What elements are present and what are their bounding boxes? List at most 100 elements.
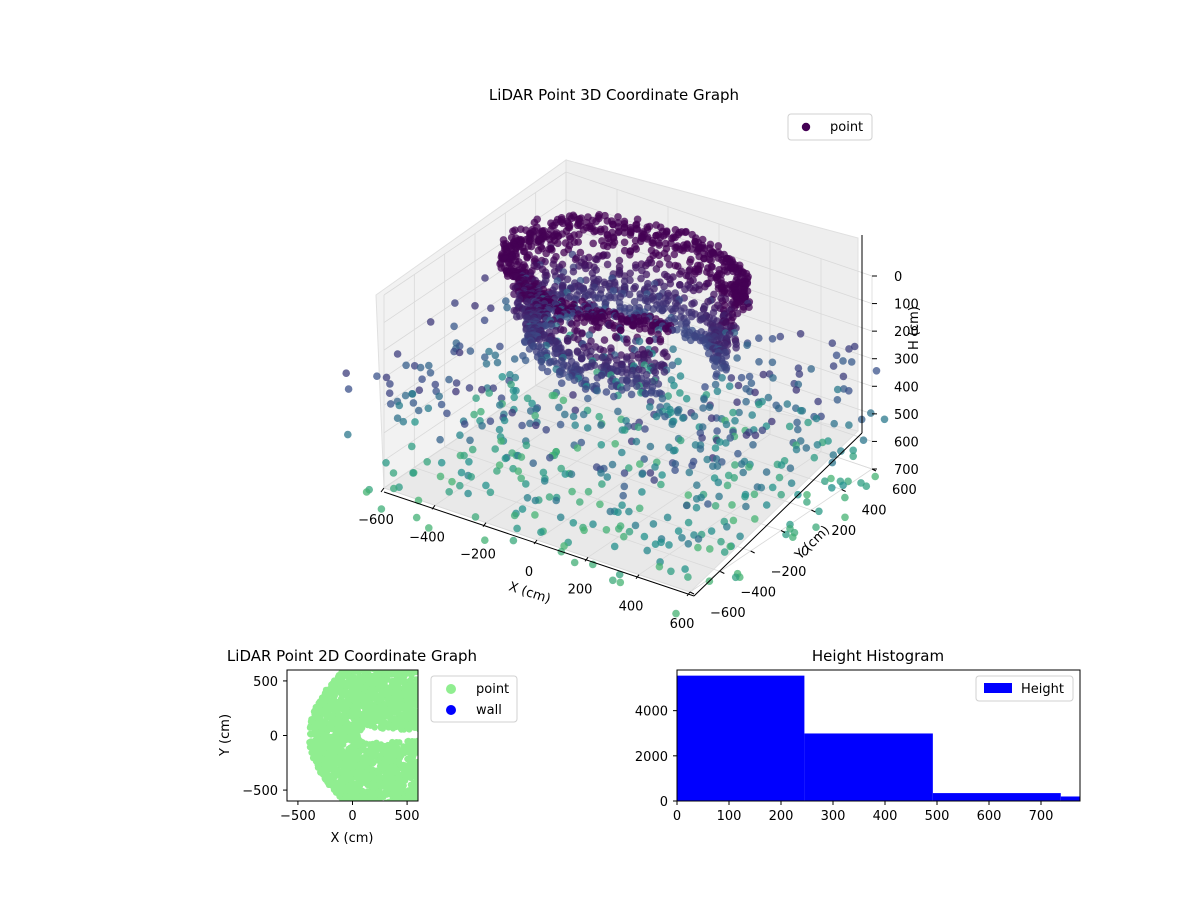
point-3d [485,389,494,397]
point-2d [400,745,408,753]
point-3d [487,304,495,313]
point-3d [828,458,837,467]
y-tick [811,509,816,513]
point-3d [671,460,680,468]
point-2d [330,697,337,704]
point-2d [387,700,394,708]
point-3d [602,526,611,534]
point-3d [545,358,554,367]
point-3d [589,239,597,248]
point-2d [418,689,424,695]
point-2d [405,693,412,700]
point-2d [321,775,328,782]
point-3d [674,357,682,366]
chart2d-legend-wall-label: wall [476,703,502,718]
point-2d [416,726,418,733]
point-3d [686,258,694,267]
point-3d [707,414,716,423]
point-3d [793,418,801,427]
point-3d [841,493,849,502]
point-2d [417,720,418,724]
point-3d [621,426,629,434]
point-3d [674,408,682,417]
point-3d [626,231,635,239]
point-3d [651,463,659,471]
grid-line [535,385,842,490]
point-2d [358,711,365,718]
point-3d [576,498,584,506]
point-3d [525,345,534,353]
point-2d [357,765,365,772]
point-2d [318,694,326,701]
point-3d [630,284,638,293]
point-3d [472,394,480,403]
y-tick-label: 0 [801,545,809,560]
point-3d [755,400,763,409]
point-3d [684,540,693,548]
point-3d [514,467,523,476]
point-3d [668,420,676,429]
point-3d [603,242,612,251]
point-3d [650,476,658,484]
point-3d [395,401,404,410]
point-3d [408,390,417,398]
point-2d [357,737,364,745]
point-3d [528,399,536,408]
point-3d [594,323,603,332]
point-3d [677,307,685,315]
point-2d [387,780,394,787]
point-2d [397,720,405,727]
point-3d [501,454,510,463]
chart3d-title: LiDAR Point 3D Coordinate Graph [489,86,739,104]
x-tick [686,591,691,597]
point-3d [723,481,732,490]
point-3d [606,507,615,516]
point-3d [597,227,605,236]
point-3d [620,246,629,255]
point-2d [376,762,384,770]
point-3d [412,513,421,522]
point-3d [577,438,586,447]
grid-line [565,171,873,277]
point-3d [711,380,720,389]
point-3d [681,285,689,294]
point-3d [810,453,819,462]
point-3d [620,238,629,247]
point-3d [436,472,445,481]
point-3d [614,407,622,416]
point-3d [445,488,454,496]
point-3d [847,358,856,366]
point-2d [362,682,370,690]
point-3d [612,334,621,342]
point-3d [526,419,534,428]
point-3d [466,436,474,445]
point-3d [509,536,518,545]
point-2d [413,778,418,785]
point-2d [316,753,324,761]
point-3d [849,452,857,461]
point-3d [471,302,479,310]
point-3d [636,460,644,468]
point-3d [723,267,731,276]
point-3d [386,400,395,408]
x-tick-label: 600 [977,809,1002,824]
point-3d [521,356,530,365]
point-3d [649,520,658,528]
point-3d [745,463,753,471]
point-3d [758,426,767,435]
point-3d [676,389,684,397]
point-3d [669,307,677,316]
point-3d [701,383,709,391]
point-2d [335,757,342,765]
point-2d [322,718,329,726]
point-3d [768,417,776,426]
point-2d [312,740,319,747]
point-2d [351,689,359,696]
point-3d [829,362,838,370]
x-tick-label: 500 [395,809,420,824]
point-2d [338,670,345,677]
point-3d [768,358,777,367]
point-3d [676,372,685,380]
y-tick-label: −400 [740,586,776,601]
point-3d [411,418,419,426]
